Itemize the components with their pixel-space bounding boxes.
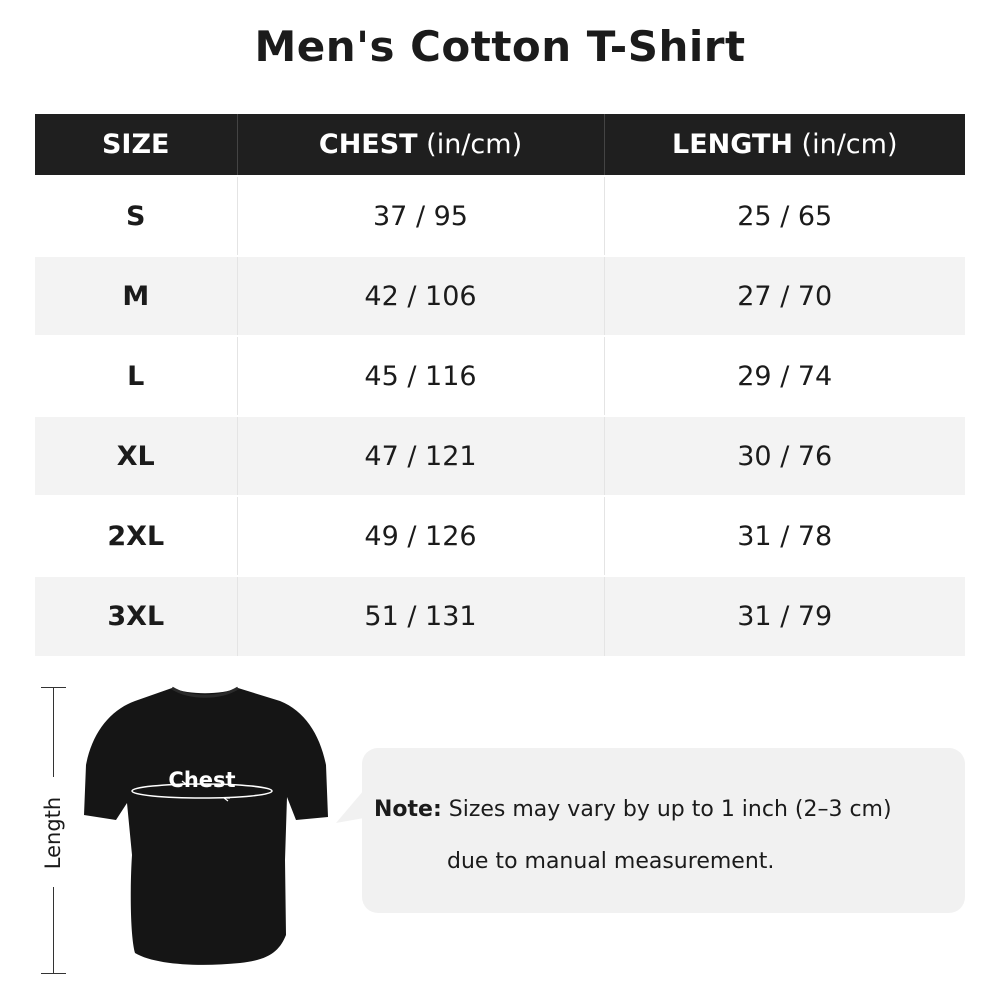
header-chest: CHEST (in/cm) bbox=[237, 114, 605, 176]
chest-cell: 37 / 95 bbox=[237, 175, 605, 256]
chest-cell: 49 / 126 bbox=[237, 495, 605, 576]
length-ruler bbox=[41, 687, 66, 974]
header-unit: (in/cm) bbox=[417, 129, 523, 160]
tshirt-image bbox=[84, 686, 328, 965]
note-prefix: Note: bbox=[374, 797, 442, 822]
header-label: CHEST bbox=[318, 129, 418, 160]
chest-cell: 47 / 121 bbox=[237, 415, 605, 496]
table-row: XL 47 / 121 30 / 76 bbox=[35, 415, 965, 496]
length-cell: 31 / 79 bbox=[604, 575, 965, 656]
length-cell: 30 / 76 bbox=[604, 415, 965, 496]
note-line-2: due to manual measurement. bbox=[447, 849, 775, 874]
table-row: M 42 / 106 27 / 70 bbox=[35, 255, 965, 336]
note-line-1: Note: Sizes may vary by up to 1 inch (2–… bbox=[374, 797, 892, 822]
size-cell: 2XL bbox=[35, 495, 238, 576]
chest-measure-icon bbox=[131, 783, 273, 799]
size-cell: S bbox=[35, 175, 238, 256]
size-cell: XL bbox=[35, 415, 238, 496]
table-row: L 45 / 116 29 / 74 bbox=[35, 335, 965, 416]
table-header: SIZE CHEST (in/cm) LENGTH (in/cm) bbox=[35, 114, 965, 176]
size-table: SIZE CHEST (in/cm) LENGTH (in/cm) S 37 / … bbox=[35, 114, 965, 656]
header-label: LENGTH bbox=[672, 129, 793, 160]
size-cell: 3XL bbox=[35, 575, 238, 656]
length-cell: 29 / 74 bbox=[604, 335, 965, 416]
length-label: Length bbox=[41, 796, 65, 870]
page-title: Men's Cotton T-Shirt bbox=[254, 22, 746, 71]
header-label: SIZE bbox=[101, 129, 170, 160]
chest-label: Chest bbox=[168, 768, 236, 792]
size-cell: L bbox=[35, 335, 238, 416]
header-unit: (in/cm) bbox=[792, 129, 898, 160]
note-bubble bbox=[362, 748, 965, 913]
table-row: 2XL 49 / 126 31 / 78 bbox=[35, 495, 965, 576]
length-cell: 27 / 70 bbox=[604, 255, 965, 336]
chest-cell: 42 / 106 bbox=[237, 255, 605, 336]
table-row: 3XL 51 / 131 31 / 79 bbox=[35, 575, 965, 656]
bubble-tail bbox=[336, 790, 364, 823]
chest-cell: 51 / 131 bbox=[237, 575, 605, 656]
note-text: Sizes may vary by up to 1 inch (2–3 cm) bbox=[441, 797, 892, 822]
header-length: LENGTH (in/cm) bbox=[604, 114, 965, 176]
size-cell: M bbox=[35, 255, 238, 336]
length-cell: 25 / 65 bbox=[604, 175, 965, 256]
chest-cell: 45 / 116 bbox=[237, 335, 605, 416]
table-row: S 37 / 95 25 / 65 bbox=[35, 175, 965, 256]
length-cell: 31 / 78 bbox=[604, 495, 965, 576]
header-size: SIZE bbox=[35, 114, 238, 176]
